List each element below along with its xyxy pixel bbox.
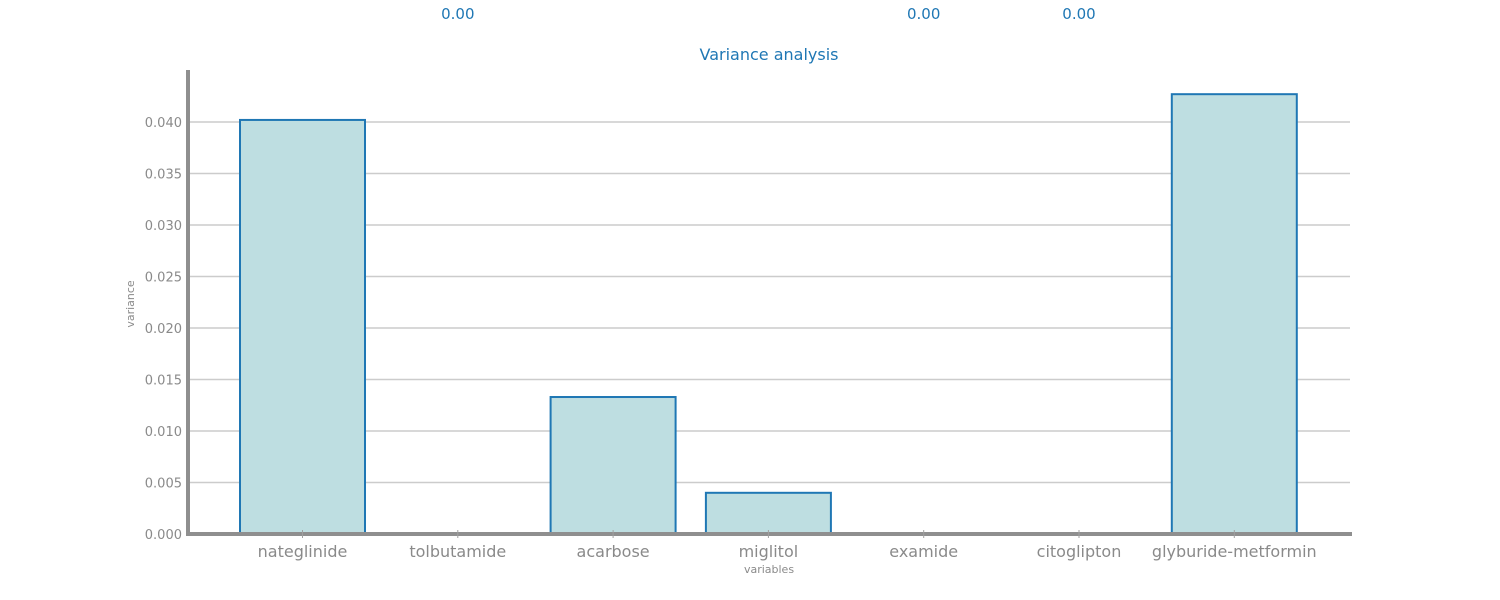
bar bbox=[549, 396, 677, 536]
gridlines bbox=[188, 121, 1350, 484]
y-tick-label: 0.025 bbox=[145, 271, 182, 286]
data-label: 0.00 bbox=[441, 5, 474, 23]
x-tick-label: nateglinide bbox=[258, 542, 348, 561]
data-labels: 0.00 0.00 0.00 bbox=[441, 5, 1096, 23]
x-tick-label: citoglipton bbox=[1037, 542, 1122, 561]
data-label: 0.00 bbox=[1062, 5, 1095, 23]
x-tick-label: miglitol bbox=[739, 542, 799, 561]
y-tick-label: 0.010 bbox=[145, 425, 182, 440]
bar bbox=[1170, 93, 1298, 535]
y-tick-label: 0.000 bbox=[145, 528, 182, 543]
y-tick-label: 0.005 bbox=[145, 477, 182, 492]
bar bbox=[704, 491, 832, 535]
y-tick-label: 0.020 bbox=[145, 322, 182, 337]
x-axis-label: variables bbox=[744, 563, 794, 576]
y-tick-label: 0.040 bbox=[145, 116, 182, 131]
bar bbox=[239, 118, 366, 535]
bars bbox=[239, 93, 1298, 536]
data-label: 0.00 bbox=[907, 5, 940, 23]
chart-title: Variance analysis bbox=[700, 45, 839, 64]
x-tick-label: tolbutamide bbox=[409, 542, 506, 561]
x-tick-label: acarbose bbox=[577, 542, 650, 561]
y-tick-label: 0.015 bbox=[145, 374, 182, 389]
y-tick-label: 0.030 bbox=[145, 219, 182, 234]
y-tick-labels: 0.000 0.005 0.010 0.015 0.020 0.025 0.030 0.035… bbox=[145, 116, 182, 543]
x-tick-label: glyburide-metformin bbox=[1152, 542, 1317, 561]
x-tick-labels: nateglinide tolbutamide acarbose miglitol ex… bbox=[258, 530, 1317, 561]
y-tick-label: 0.035 bbox=[145, 168, 182, 183]
x-tick-label: examide bbox=[889, 542, 958, 561]
y-axis-label: variance bbox=[124, 280, 137, 328]
